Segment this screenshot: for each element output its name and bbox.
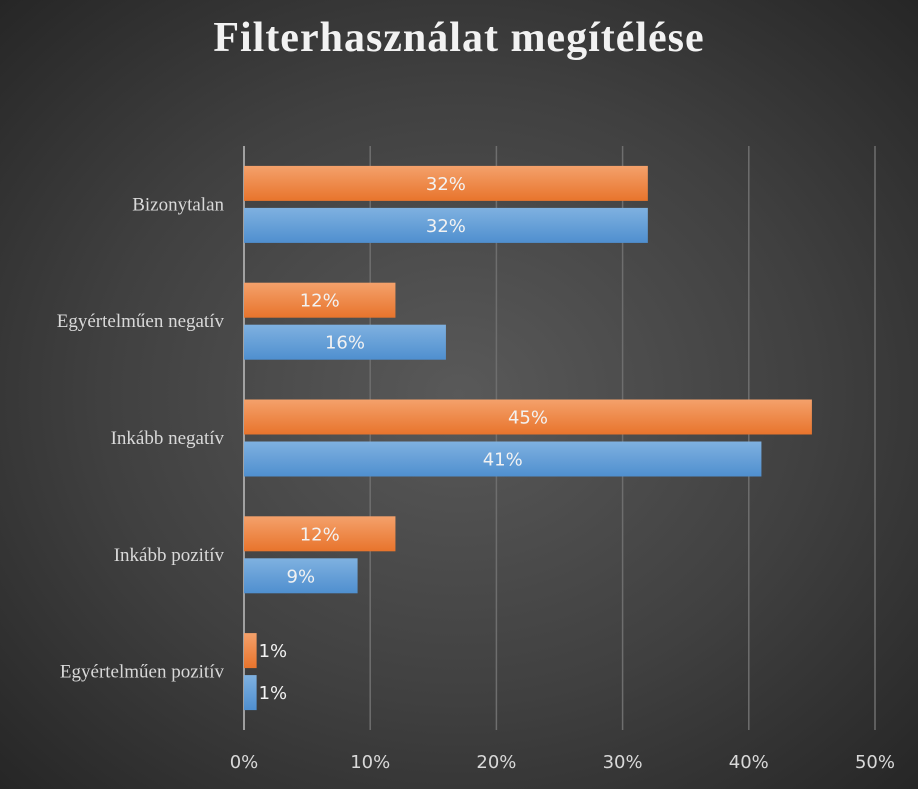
data-label: 45% — [508, 408, 548, 429]
category-label: Inkább negatív — [111, 428, 225, 449]
x-tick-label: 30% — [603, 752, 643, 773]
bar-series-1 — [244, 399, 812, 435]
bar-series-1 — [244, 282, 396, 318]
bar-series-2 — [244, 441, 762, 477]
data-label: 9% — [287, 566, 316, 587]
data-label: 12% — [300, 291, 340, 312]
bar-series-2 — [244, 207, 648, 243]
category-label: Egyértelműen pozitív — [60, 662, 225, 683]
data-label: 16% — [325, 333, 365, 354]
x-tick-label: 10% — [350, 752, 390, 773]
data-label: 41% — [483, 450, 523, 471]
bar-series-2 — [244, 558, 358, 594]
x-tick-label: 0% — [230, 752, 259, 773]
bar-series-1 — [244, 165, 648, 201]
bar-series-2 — [244, 675, 257, 711]
x-tick-label: 40% — [729, 752, 769, 773]
category-label: Bizonytalan — [132, 194, 224, 215]
data-label: 1% — [259, 683, 288, 704]
data-label: 1% — [259, 641, 288, 662]
x-tick-label: 50% — [855, 752, 895, 773]
bar-series-1 — [244, 633, 257, 669]
chart-title: Filterhasználat megítélése — [213, 15, 705, 61]
data-label: 32% — [426, 216, 466, 237]
data-label: 32% — [426, 174, 466, 195]
x-tick-label: 20% — [476, 752, 516, 773]
bar-series-2 — [244, 324, 446, 360]
data-label: 12% — [300, 524, 340, 545]
category-label: Inkább pozitív — [114, 545, 225, 566]
category-label: Egyértelműen negatív — [57, 311, 225, 332]
bar-series-1 — [244, 516, 396, 552]
